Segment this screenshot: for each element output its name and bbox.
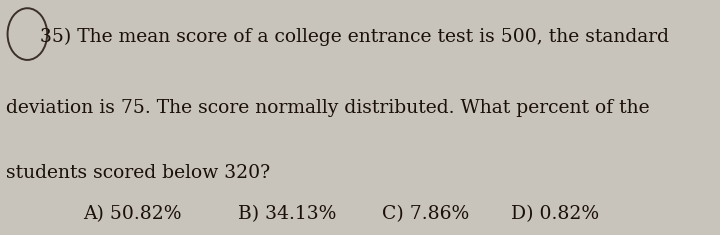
Text: D) 0.82%: D) 0.82% — [511, 205, 599, 223]
Text: students scored below 320?: students scored below 320? — [6, 164, 270, 183]
Text: 35) The mean score of a college entrance test is 500, the standard: 35) The mean score of a college entrance… — [40, 28, 669, 47]
Text: deviation is 75. The score normally distributed. What percent of the: deviation is 75. The score normally dist… — [6, 99, 649, 117]
Text: B) 34.13%: B) 34.13% — [238, 205, 336, 223]
Text: C) 7.86%: C) 7.86% — [382, 205, 469, 223]
Text: A) 50.82%: A) 50.82% — [83, 205, 181, 223]
